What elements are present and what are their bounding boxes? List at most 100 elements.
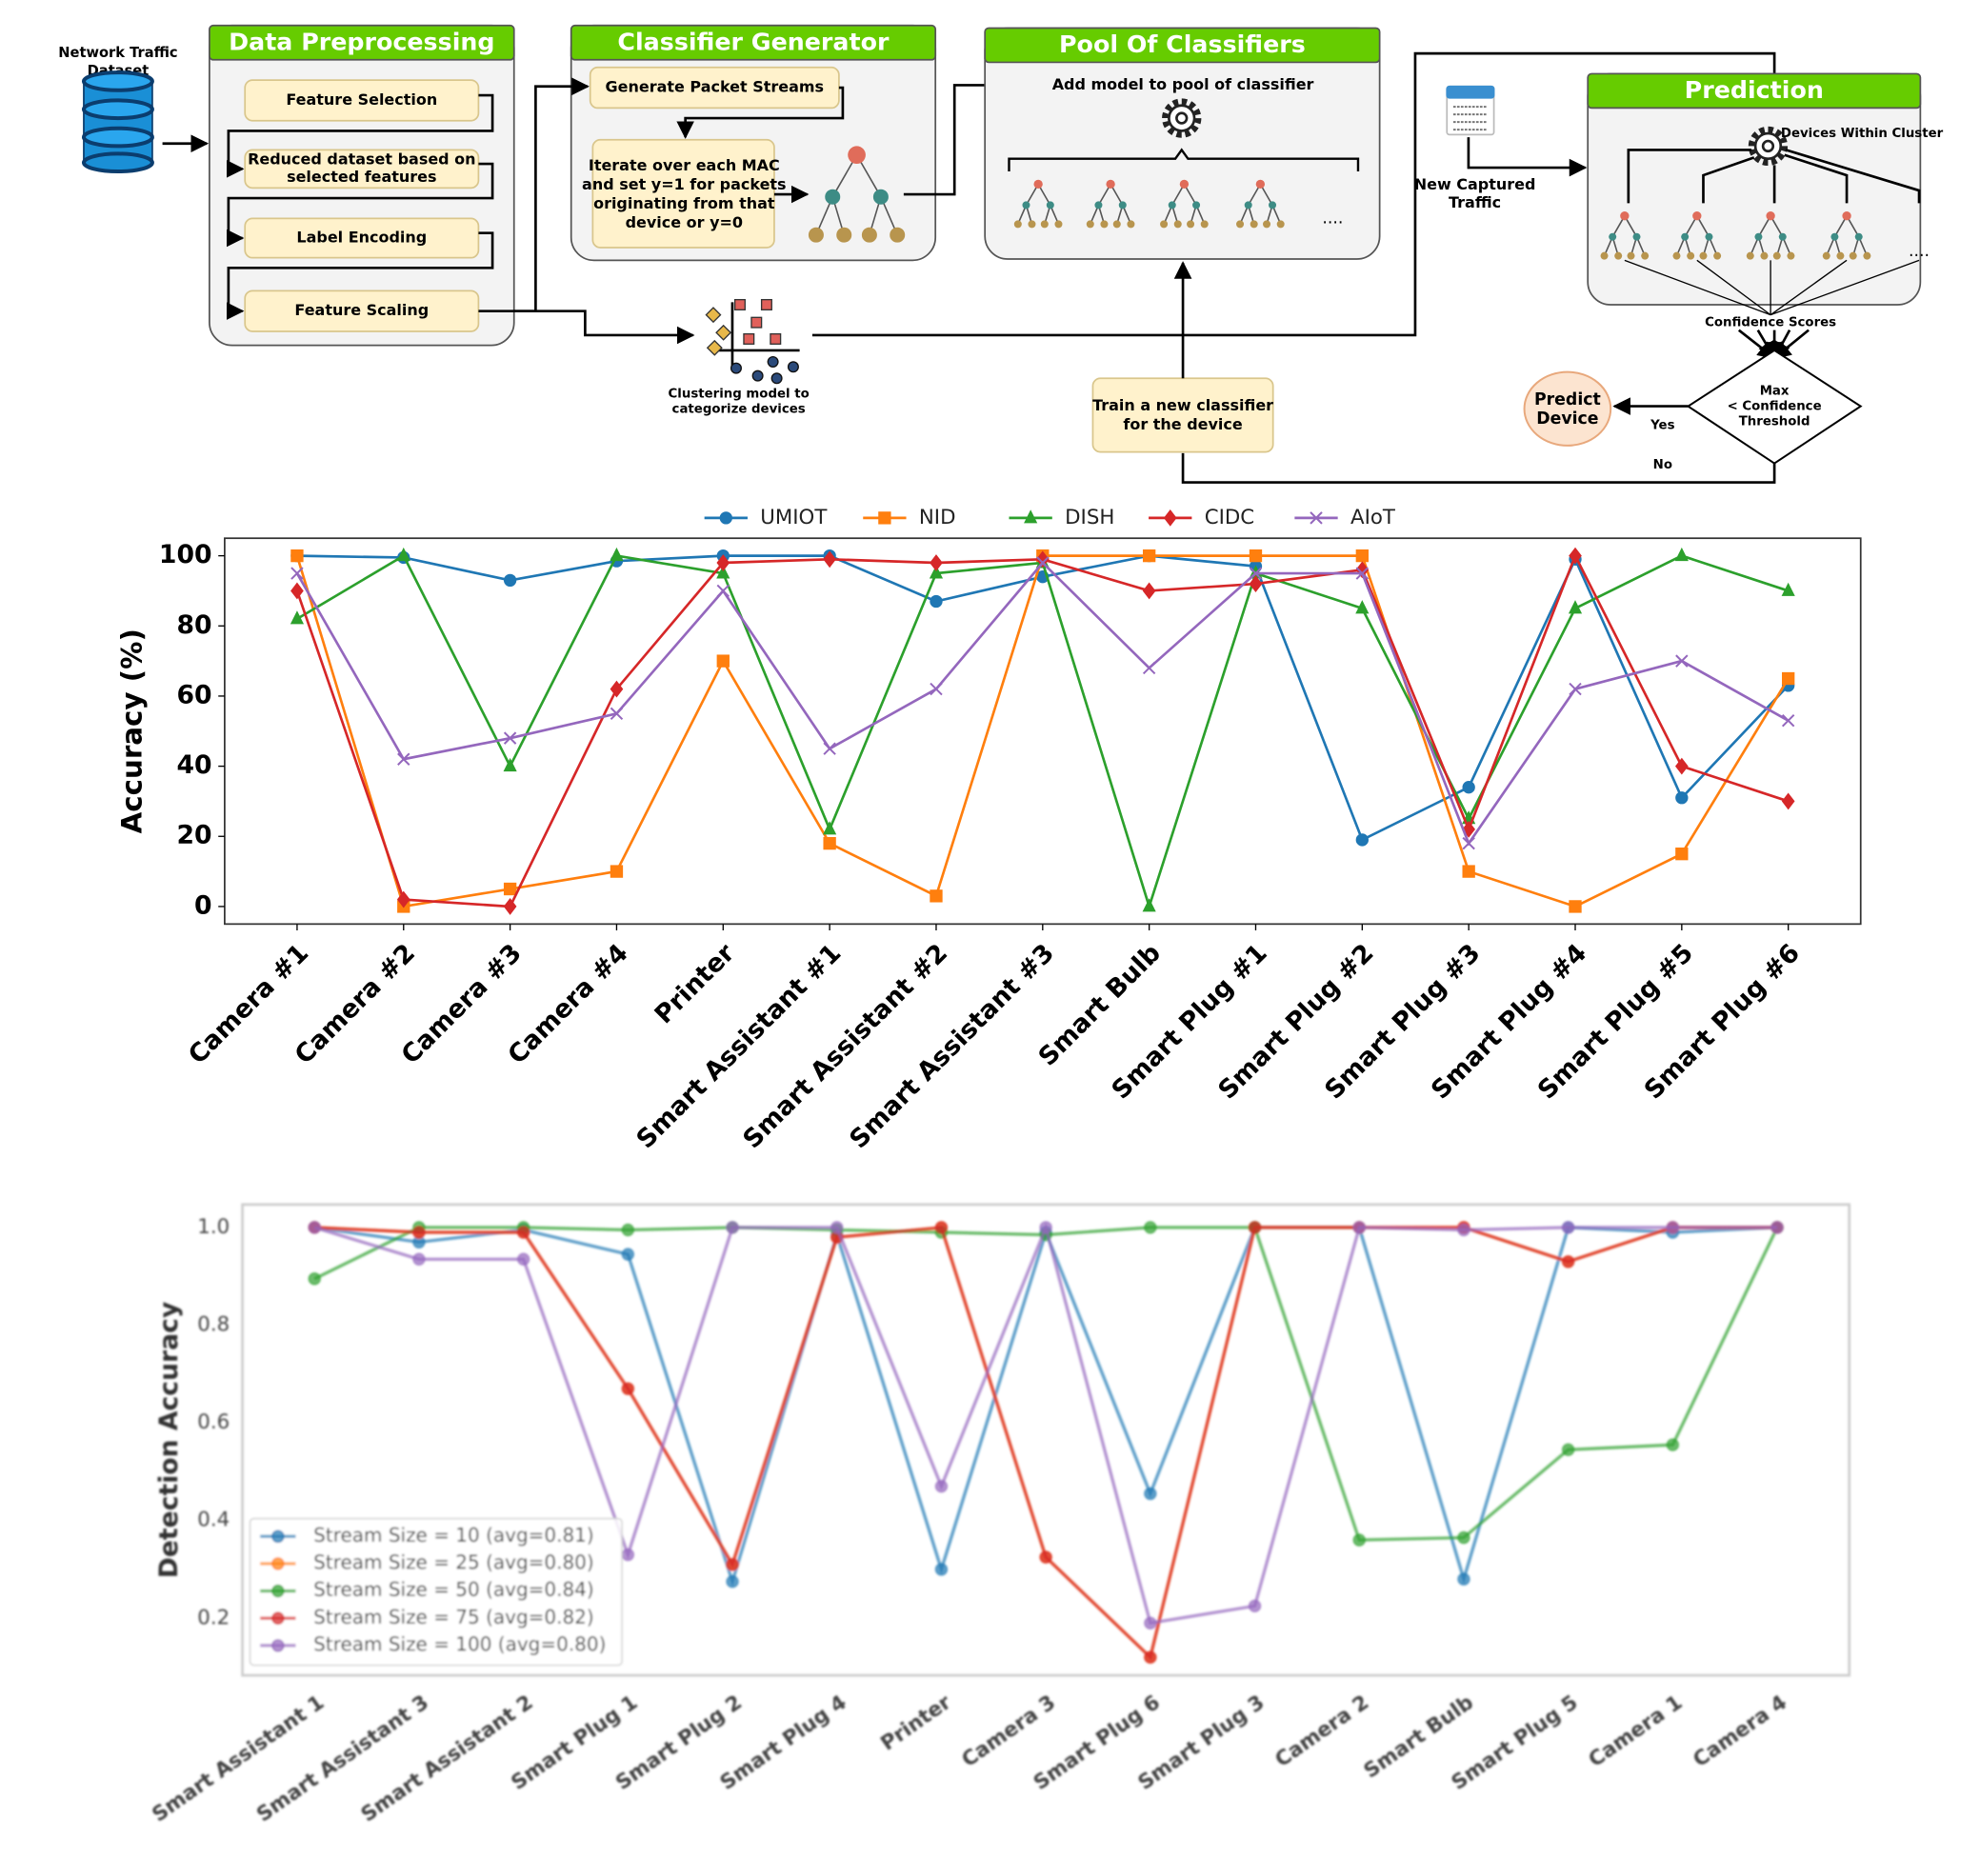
marker — [1352, 1533, 1366, 1547]
x-tick-label: Camera 4 — [1689, 1690, 1791, 1772]
arrow — [226, 231, 494, 320]
tree-node — [1046, 201, 1054, 210]
marker — [716, 584, 730, 598]
marker — [1666, 1221, 1680, 1234]
label: Network Traffic — [58, 45, 177, 61]
marker — [290, 549, 304, 563]
marker — [1249, 567, 1263, 580]
tree-node — [1692, 211, 1702, 221]
tree-node — [1627, 251, 1635, 260]
marker — [1770, 1221, 1784, 1234]
x-tick-label: Smart Assistant 2 — [357, 1690, 538, 1826]
marker — [610, 547, 624, 562]
tree-node — [1187, 220, 1195, 229]
gear — [1753, 131, 1783, 161]
tree-node — [1787, 251, 1795, 260]
gear — [1761, 139, 1775, 153]
cluster-point — [770, 332, 782, 345]
y-axis-label: Accuracy (%) — [115, 629, 148, 833]
cluster-point — [705, 307, 722, 324]
marker — [1248, 1221, 1262, 1234]
marker — [1035, 550, 1050, 569]
marker — [1039, 1550, 1052, 1564]
marker — [1569, 900, 1582, 913]
cluster-point — [750, 316, 763, 329]
marker — [823, 836, 836, 850]
tree-node — [1028, 220, 1036, 229]
arrow — [226, 93, 494, 178]
marker — [1249, 549, 1263, 563]
label: Iterate over each MAC — [589, 156, 780, 174]
marker — [1142, 661, 1156, 675]
marker — [271, 1611, 285, 1625]
tree-node — [1118, 201, 1127, 210]
tree-node — [1713, 251, 1722, 260]
tree-node — [1687, 251, 1695, 260]
marker — [716, 654, 730, 668]
marker — [412, 1252, 426, 1266]
tree-node — [1269, 201, 1277, 210]
arrow — [513, 309, 695, 345]
marker — [823, 742, 836, 755]
marker — [1144, 1221, 1157, 1234]
marker — [271, 1585, 285, 1598]
marker — [1457, 1223, 1470, 1237]
tree-node — [1160, 220, 1169, 229]
label: Devices Within Cluster — [1781, 127, 1944, 141]
cluster-edge — [1785, 149, 1921, 204]
cluster-point — [787, 361, 799, 373]
tree-node — [1100, 220, 1109, 229]
label: Threshold — [1739, 415, 1810, 429]
y-tick-label: 0 — [194, 890, 212, 920]
legend-label: NID — [919, 506, 956, 529]
marker — [719, 511, 732, 525]
marker — [1310, 511, 1323, 525]
marker — [1462, 865, 1475, 878]
database — [81, 126, 154, 149]
marker — [823, 550, 836, 569]
legend-label: DISH — [1065, 506, 1114, 529]
panel-title: Pool Of Classifiers — [1059, 30, 1306, 58]
marker — [1355, 549, 1369, 563]
marker — [934, 1563, 949, 1576]
marker — [308, 1221, 321, 1234]
marker — [621, 1223, 635, 1237]
series-line — [295, 561, 1790, 847]
label: .... — [1322, 209, 1343, 228]
marker — [516, 1252, 530, 1266]
legend-label: Stream Size = 75 (avg=0.82) — [313, 1606, 594, 1628]
marker — [610, 707, 624, 721]
marker — [412, 1226, 426, 1239]
panel-title-bar — [209, 24, 515, 61]
tree-node — [1013, 220, 1022, 229]
marker — [1561, 1255, 1575, 1268]
marker — [1666, 1438, 1680, 1451]
tree-node — [825, 189, 841, 205]
tree-node — [1022, 201, 1030, 210]
tree-node — [1040, 220, 1049, 229]
y-tick-label: 0.4 — [197, 1508, 230, 1532]
marker — [1142, 582, 1156, 600]
marker — [830, 1221, 844, 1234]
marker — [1036, 556, 1050, 569]
label: Feature Scaling — [294, 301, 429, 319]
tree-node — [1754, 232, 1763, 241]
tree-node — [1236, 220, 1245, 229]
tree-node — [1760, 251, 1769, 260]
marker — [503, 757, 517, 772]
tree-node — [890, 227, 906, 243]
marker — [503, 898, 517, 915]
marker — [271, 1639, 285, 1652]
marker — [621, 1382, 635, 1395]
label: selected features — [287, 168, 436, 186]
marker — [1675, 848, 1689, 861]
tree-node — [836, 227, 852, 243]
panel-title: Prediction — [1685, 75, 1824, 104]
label: No — [1653, 458, 1672, 472]
file-icon — [1446, 85, 1495, 99]
marker — [396, 890, 410, 908]
marker — [930, 554, 943, 571]
